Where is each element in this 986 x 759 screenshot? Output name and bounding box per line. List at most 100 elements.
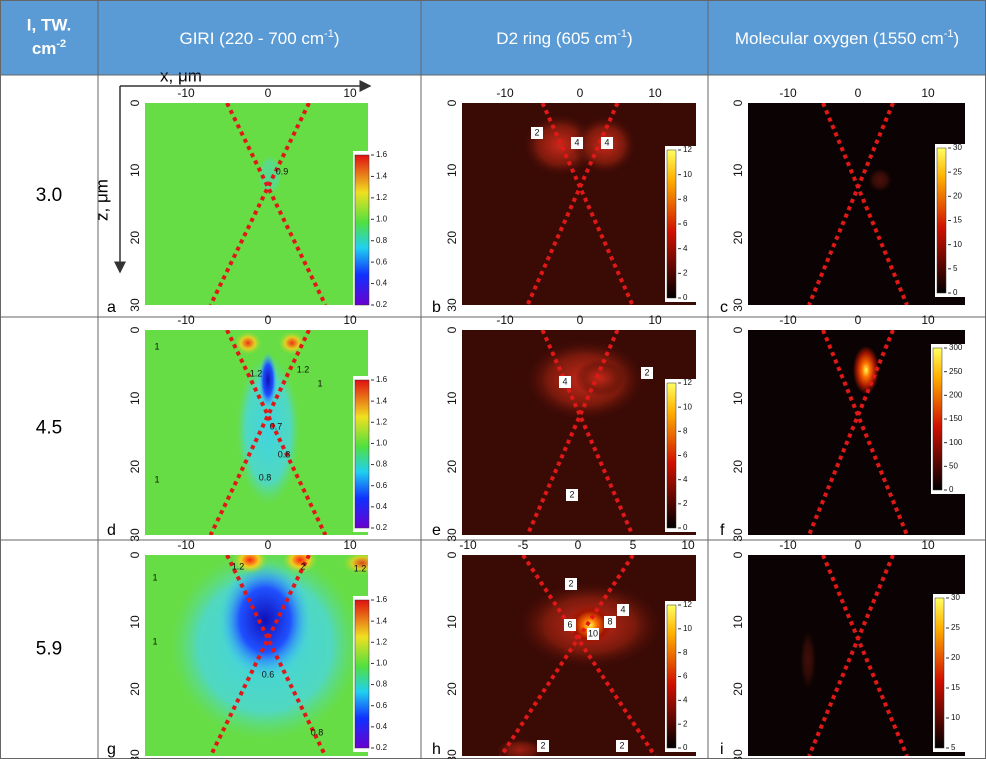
colorbar-label: 1.4	[376, 396, 388, 405]
colorbar-label: 5	[951, 743, 956, 752]
colorbar-label: 100	[949, 438, 963, 447]
colorbar-label: 10	[683, 624, 692, 633]
colorbar-label: 1.0	[376, 659, 388, 668]
panel-letter: a	[107, 299, 116, 316]
x-tick-label: 10	[921, 538, 935, 552]
heatmap-blob	[575, 360, 625, 396]
heatmap-blob	[853, 346, 879, 394]
z-tick-label: 20	[128, 460, 142, 474]
colorbar-label: 10	[683, 170, 692, 179]
x-tick-label: 10	[343, 86, 357, 100]
colorbar-label: 8	[683, 648, 688, 657]
z-tick-label: 10	[445, 163, 459, 177]
contour-label: 6	[567, 619, 572, 629]
colorbar-label: 5	[953, 264, 958, 273]
z-tick-label: 0	[731, 551, 745, 558]
x-tick-label: 0	[855, 86, 862, 100]
x-tick-label: 10	[921, 86, 935, 100]
panel-letter: i	[720, 741, 724, 758]
colorbar-label: 12	[683, 378, 692, 387]
colorbar-label: 2	[683, 268, 688, 277]
colorbar-label: 0.4	[376, 722, 388, 731]
intensity-label: 5.9	[36, 639, 62, 660]
panel-letter: e	[432, 522, 441, 539]
contour-label-box	[531, 127, 543, 139]
colorbar-label: 15	[953, 216, 962, 225]
colorbar	[666, 382, 677, 529]
z-tick-label: 20	[445, 682, 459, 696]
z-tick-label: 30	[731, 298, 745, 312]
contour-label: 0.8	[311, 727, 324, 737]
colorbar	[666, 149, 677, 299]
contour-label: 1	[317, 378, 322, 388]
contour-label-box	[571, 137, 583, 149]
x-tick-label: -10	[177, 86, 195, 100]
x-tick-label: 0	[855, 538, 862, 552]
z-tick-label: 10	[731, 163, 745, 177]
header-sup: -1	[617, 28, 627, 40]
x-tick-label: 0	[577, 86, 584, 100]
colorbar-label: 15	[951, 683, 960, 692]
header-text-part: )	[953, 29, 959, 48]
heatmap-blob	[278, 331, 306, 355]
heatmap	[462, 555, 696, 756]
colorbar-label: 6	[683, 451, 688, 460]
colorbar-label: 0.6	[376, 701, 388, 710]
colorbar-label: 1.6	[376, 375, 388, 384]
header-text: I, TW.	[27, 15, 71, 34]
x-tick-label: 0	[265, 86, 272, 100]
heatmap-bg	[748, 103, 965, 305]
beam-line	[525, 103, 620, 305]
z-tick-label: 0	[731, 99, 745, 106]
colorbar-label: 0.6	[376, 481, 388, 490]
z-tick-label: 0	[128, 99, 142, 106]
colorbar-label: 4	[683, 244, 688, 253]
colorbar	[354, 599, 370, 749]
beam-line	[540, 330, 635, 535]
x-tick-label: 10	[343, 313, 357, 327]
contour-label: 4	[574, 137, 579, 147]
header-text-part: D2 ring (605 cm	[496, 29, 617, 48]
colorbar-label: 1.6	[376, 595, 388, 604]
beam-line	[208, 330, 311, 535]
colorbar-label: 10	[951, 713, 960, 722]
colorbar-label: 25	[951, 623, 960, 632]
beam-line	[821, 330, 909, 535]
colorbar	[936, 147, 947, 294]
z-tick-label: 20	[731, 460, 745, 474]
colorbar-label: 30	[951, 593, 960, 602]
heatmap-blob	[282, 555, 318, 574]
beam-line	[540, 103, 635, 305]
colorbar-label: 1.6	[376, 150, 388, 159]
z-tick-label: 10	[128, 615, 142, 629]
contour-label: 1.2	[232, 561, 245, 571]
contour-label-box	[566, 489, 578, 501]
x-tick-label: 10	[648, 313, 662, 327]
beam-line	[521, 555, 657, 756]
header-text: GIRI (220 - 700 cm-1)	[179, 28, 339, 49]
contour-label: 4	[562, 376, 567, 386]
colorbar-label: 1.2	[376, 417, 388, 426]
contour-label-box	[559, 376, 571, 388]
z-tick-label: 30	[445, 528, 459, 542]
z-tick-label: 10	[731, 615, 745, 629]
header-text: Molecular oxygen (1550 cm-1)	[735, 28, 959, 49]
beam-line	[225, 103, 328, 305]
colorbar-label: 0.4	[376, 502, 388, 511]
contour-label: 2	[569, 489, 574, 499]
contour-label: 2	[644, 367, 649, 377]
x-tick-label: -10	[177, 313, 195, 327]
z-tick-label: 10	[128, 163, 142, 177]
heatmap-bg	[748, 555, 965, 756]
heatmap-blob	[342, 555, 368, 575]
x-tick-label: 0	[577, 313, 584, 327]
x-tick-label: -10	[459, 538, 477, 552]
colorbar-label: 0.2	[376, 743, 388, 752]
intensity-label: 3.0	[36, 185, 62, 206]
z-tick-label: 20	[128, 231, 142, 245]
contour-label: 4	[620, 604, 625, 614]
beam-line	[208, 103, 311, 305]
colorbar-label: 1.2	[376, 637, 388, 646]
colorbar-label: 50	[949, 461, 958, 470]
heatmap-blob	[234, 331, 262, 355]
